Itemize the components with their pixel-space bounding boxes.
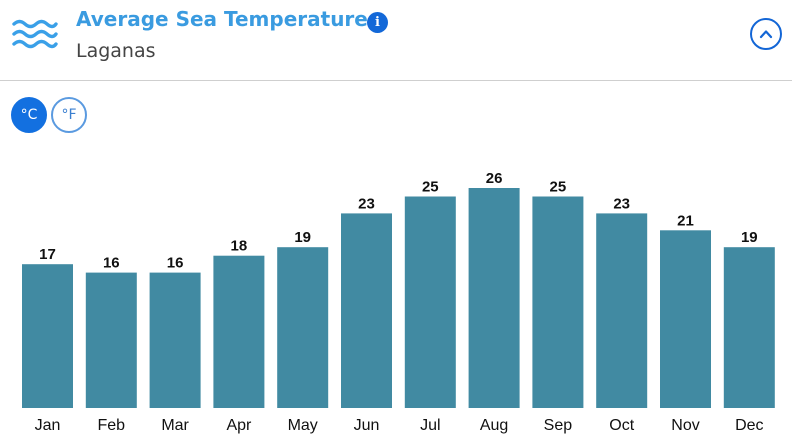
data-label-sep: 25 (550, 179, 567, 196)
x-tick-label-nov: Nov (671, 417, 699, 434)
sea-temperature-bar-chart: 17 Jan 16 Feb 16 Mar 18 Apr 19 May 23 Jun 25 Jul 26 Aug… (22, 170, 775, 434)
celsius-toggle-button[interactable]: °C (11, 97, 47, 133)
waves-icon (12, 19, 58, 49)
bar-jul (404, 196, 456, 408)
bar-dec (723, 247, 775, 408)
bar-sep (532, 196, 584, 408)
x-tick-label-dec: Dec (735, 417, 763, 434)
x-tick-label-sep: Sep (544, 417, 573, 434)
bar-nov (660, 230, 711, 408)
bar-may (277, 247, 329, 408)
data-label-apr: 18 (231, 238, 248, 255)
data-label-jun: 23 (358, 195, 375, 212)
x-tick-label-aug: Aug (480, 417, 508, 434)
x-tick-label-jul: Jul (420, 417, 440, 434)
collapse-button[interactable] (750, 18, 782, 50)
x-tick-label-feb: Feb (98, 417, 126, 434)
data-label-feb: 16 (103, 255, 120, 272)
widget-header: Average Sea Temperature i Laganas (0, 0, 792, 81)
data-label-may: 19 (294, 229, 311, 246)
info-icon[interactable]: i (367, 12, 388, 33)
bar-jan (22, 264, 73, 408)
x-tick-label-jun: Jun (354, 417, 380, 434)
bar-apr (213, 255, 265, 408)
data-label-dec: 19 (741, 229, 758, 246)
bar-mar (149, 272, 201, 408)
data-label-oct: 23 (613, 195, 630, 212)
data-label-jul: 25 (422, 179, 439, 196)
x-tick-label-apr: Apr (226, 417, 252, 434)
location-subtitle: Laganas (76, 40, 156, 62)
bar-jun (341, 213, 392, 408)
x-tick-label-jan: Jan (35, 417, 61, 434)
data-label-nov: 21 (677, 212, 694, 229)
data-label-aug: 26 (486, 170, 503, 187)
bar-feb (85, 272, 137, 408)
data-label-jan: 17 (39, 246, 56, 263)
bar-aug (468, 188, 520, 408)
fahrenheit-toggle-button[interactable]: °F (51, 97, 87, 133)
x-tick-label-may: May (288, 417, 318, 434)
widget-title: Average Sea Temperature (76, 7, 368, 31)
x-tick-label-mar: Mar (161, 417, 189, 434)
bar-oct (596, 213, 648, 408)
x-tick-label-oct: Oct (609, 417, 634, 434)
data-label-mar: 16 (167, 255, 184, 272)
chevron-up-icon (759, 30, 773, 39)
